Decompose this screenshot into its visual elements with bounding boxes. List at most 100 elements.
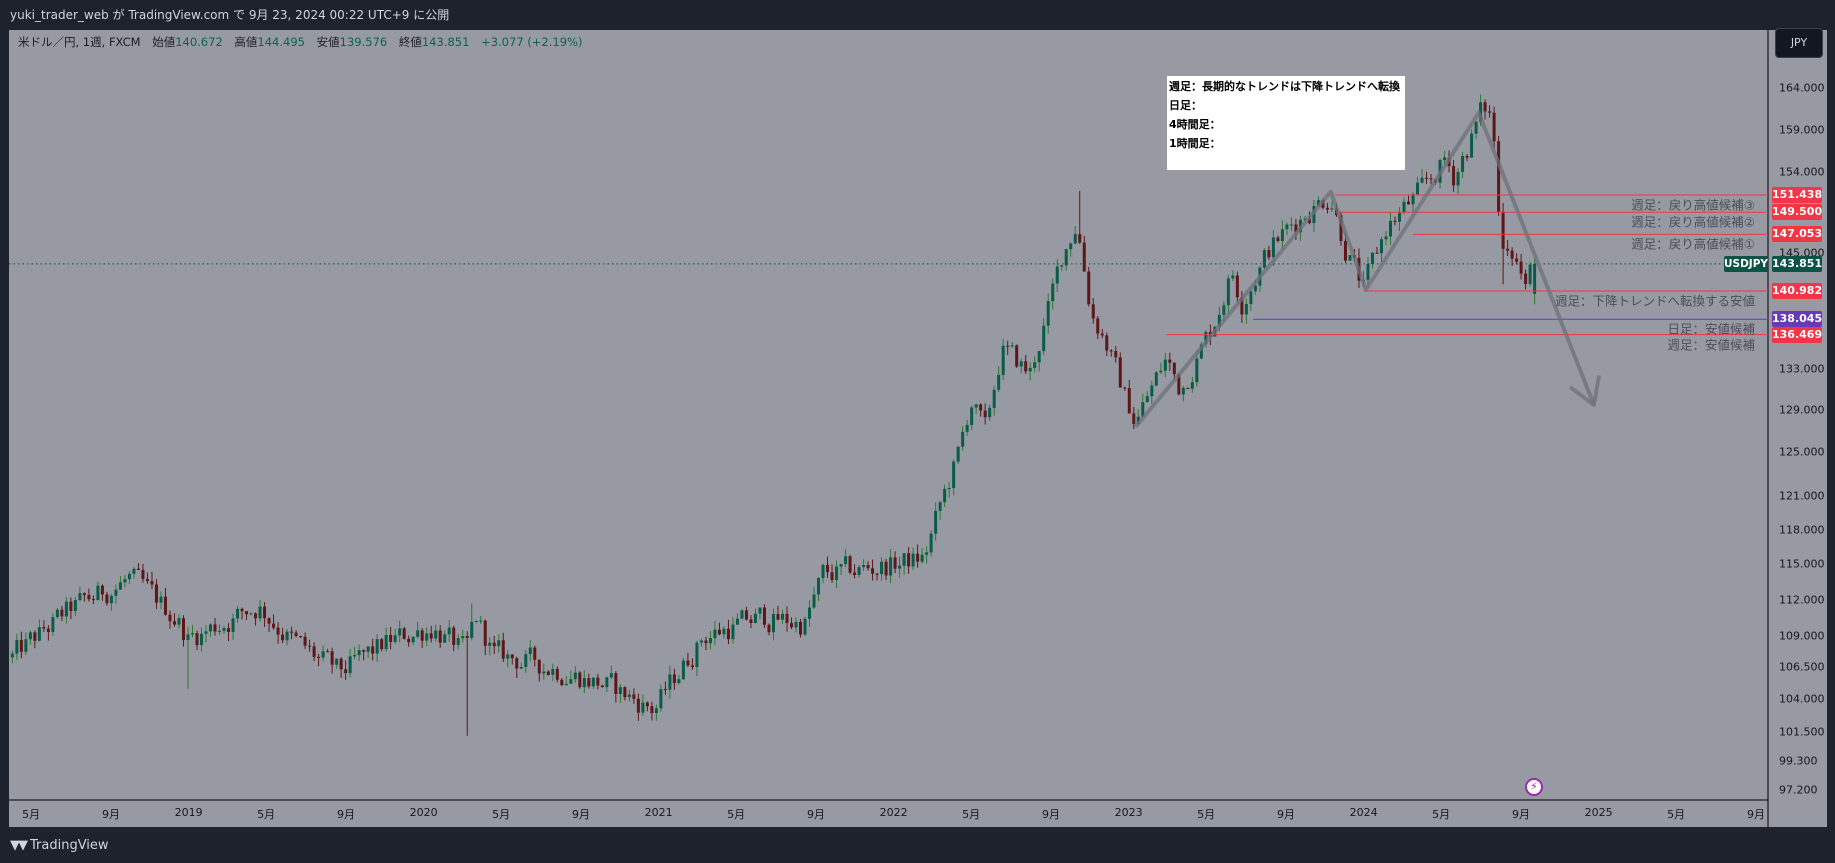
candle-down xyxy=(91,599,95,601)
note-4h: 4時間足： xyxy=(1169,118,1221,131)
candle-up xyxy=(970,407,974,425)
candle-up xyxy=(1348,255,1352,261)
tradingview-logo-mark-icon: ▼▼ xyxy=(10,838,28,853)
candle-up xyxy=(51,617,55,632)
legend-low-label: 安値 xyxy=(316,35,340,49)
candle-up xyxy=(956,446,960,462)
level-lines[interactable] xyxy=(1166,194,1768,336)
candle-down xyxy=(1510,250,1514,259)
candle-up xyxy=(731,624,735,640)
candle-up xyxy=(564,683,568,686)
candle-down xyxy=(1492,112,1496,142)
candle-down xyxy=(69,601,73,611)
candle-up xyxy=(1411,194,1415,205)
candle-down xyxy=(1082,242,1086,272)
candle-up xyxy=(479,620,483,622)
candle-up xyxy=(285,631,289,641)
candle-up xyxy=(1069,243,1073,250)
candle-down xyxy=(686,660,690,666)
candle-up xyxy=(222,628,226,631)
candle-down xyxy=(141,569,145,579)
candle-down xyxy=(515,658,519,669)
time-tick: 9月 xyxy=(572,808,591,821)
price-tick: 97.200 xyxy=(1779,783,1818,797)
candle-down xyxy=(60,609,64,617)
candle-down xyxy=(1393,220,1397,222)
time-tick: 9月 xyxy=(337,808,356,821)
tradingview-logo[interactable]: ▼▼ TradingView xyxy=(10,838,109,853)
candle-down xyxy=(726,628,730,640)
candle-down xyxy=(195,633,199,646)
time-tick: 2025 xyxy=(1584,806,1613,819)
brand-name: TradingView xyxy=(30,838,109,853)
trend-drawing[interactable] xyxy=(1134,110,1602,429)
time-tick: 9月 xyxy=(1042,808,1061,821)
candle-up xyxy=(461,636,465,639)
text-note-box[interactable]: 週足：長期的なトレンドは下降トレンドへ転換 日足： 4時間足： 1時間足： xyxy=(1167,76,1405,170)
candles xyxy=(10,94,1537,736)
time-tick: 2024 xyxy=(1349,806,1378,819)
candle-up xyxy=(857,567,861,576)
candle-up xyxy=(803,618,807,635)
candle-up xyxy=(236,608,240,619)
candle-up xyxy=(1073,234,1077,244)
candle-down xyxy=(308,645,312,647)
candle-up xyxy=(654,708,658,713)
candle-down xyxy=(1109,350,1113,352)
note-daily: 日足： xyxy=(1169,99,1202,112)
candle-down xyxy=(1240,297,1244,315)
candle-down xyxy=(1096,318,1100,334)
time-tick: 9月 xyxy=(1512,808,1531,821)
candle-up xyxy=(218,630,222,632)
candle-down xyxy=(1168,359,1172,363)
candle-up xyxy=(695,642,699,668)
candle-down xyxy=(407,638,411,643)
candle-up xyxy=(1285,224,1289,230)
level-note: 週足：戻り高値候補② xyxy=(1631,214,1755,230)
candle-up xyxy=(209,624,213,632)
candle-up xyxy=(366,646,370,652)
symbol-badge: USDJPY xyxy=(1724,255,1769,272)
candle-up xyxy=(1195,358,1199,383)
chart-panel[interactable] xyxy=(9,30,1827,827)
candle-down xyxy=(830,572,834,581)
candle-down xyxy=(893,557,897,569)
legend-close: 143.851 xyxy=(421,35,470,49)
candle-down xyxy=(596,677,600,686)
candle-up xyxy=(1316,200,1320,207)
candle-up xyxy=(992,389,996,408)
candle-down xyxy=(578,672,582,688)
candle-up xyxy=(456,638,460,645)
candle-up xyxy=(582,678,586,688)
lightning-event-icon[interactable]: ⚡ xyxy=(1525,778,1543,796)
candle-down xyxy=(1294,224,1298,233)
candle-up xyxy=(1010,345,1014,347)
candle-up xyxy=(1199,344,1203,359)
legend-symbol[interactable]: 米ドル／円, 1週, FXCM xyxy=(18,35,141,49)
candle-up xyxy=(1303,218,1307,220)
candle-up xyxy=(794,621,798,628)
currency-button[interactable]: JPY xyxy=(1775,28,1823,58)
candle-down xyxy=(785,613,789,624)
candle-up xyxy=(1456,171,1460,186)
price-tick: 164.000 xyxy=(1779,81,1825,95)
candle-down xyxy=(907,553,911,567)
candle-up xyxy=(591,677,595,687)
candle-down xyxy=(623,687,627,698)
candle-up xyxy=(708,638,712,644)
candle-up xyxy=(573,672,577,680)
candle-down xyxy=(136,568,140,570)
level-note: 日足：安値候補 xyxy=(1667,321,1755,337)
candle-down xyxy=(1501,211,1505,249)
candle-up xyxy=(488,642,492,646)
candle-down xyxy=(267,618,271,624)
candle-up xyxy=(447,627,451,635)
candle-up xyxy=(965,424,969,432)
candle-down xyxy=(1519,261,1523,274)
candle-up xyxy=(605,677,609,688)
candle-down xyxy=(1006,345,1010,347)
candle-up xyxy=(862,565,866,568)
candle-down xyxy=(145,578,149,582)
time-tick: 2021 xyxy=(644,806,673,819)
